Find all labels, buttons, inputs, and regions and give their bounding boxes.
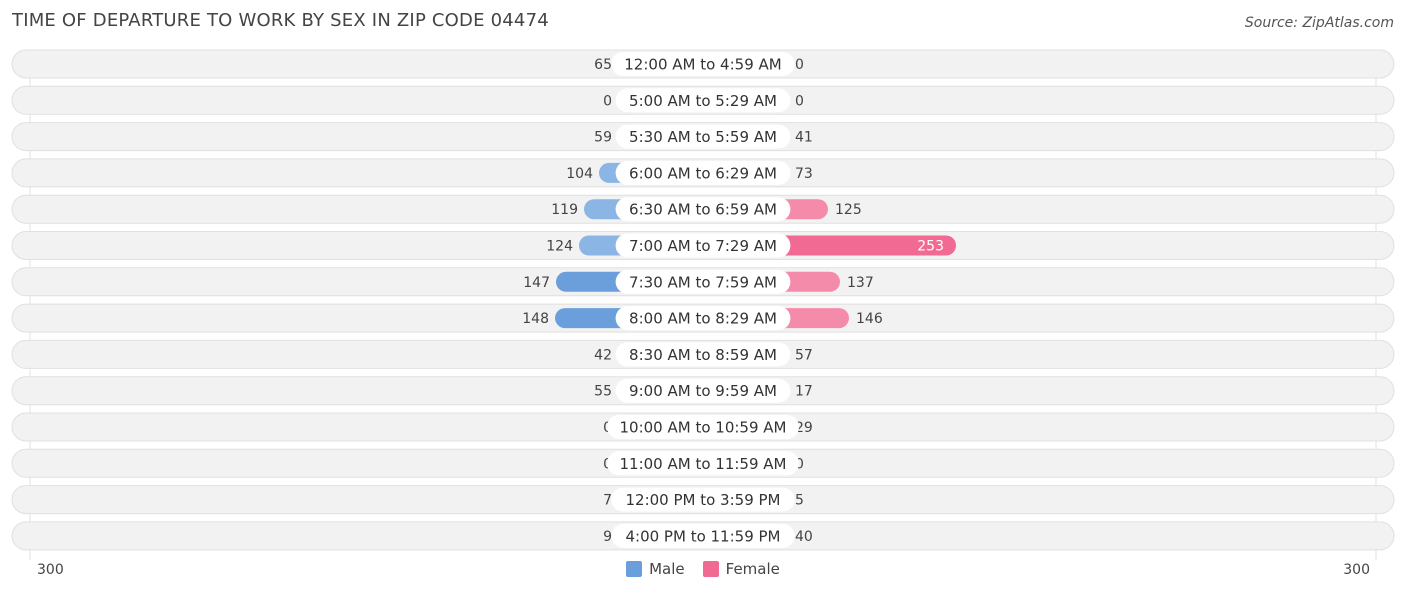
male-swatch xyxy=(626,561,643,577)
male-value-label: 55 xyxy=(594,384,612,400)
axis-left-label: 300 xyxy=(37,562,64,578)
female-value-label: 29 xyxy=(795,420,813,436)
male-value-label: 9 xyxy=(603,529,612,545)
category-label: 9:00 AM to 9:59 AM xyxy=(629,382,777,400)
male-value-label: 65 xyxy=(594,57,612,73)
legend-label-female: Female xyxy=(725,560,780,578)
female-swatch xyxy=(702,561,719,577)
category-label: 5:30 AM to 5:59 AM xyxy=(629,128,777,146)
axis-right-label: 300 xyxy=(1343,562,1370,578)
female-value-label: 146 xyxy=(856,311,883,327)
category-label: 7:00 AM to 7:29 AM xyxy=(629,237,777,255)
category-label: 6:30 AM to 6:59 AM xyxy=(629,201,777,219)
category-label-background xyxy=(607,415,799,439)
male-value-label: 42 xyxy=(594,347,612,363)
female-value-label: 73 xyxy=(795,166,813,182)
source-label: Source: ZipAtlas.com xyxy=(1244,15,1394,31)
category-label: 4:00 PM to 11:59 PM xyxy=(625,527,780,545)
female-value-label: 57 xyxy=(795,347,813,363)
category-label-background xyxy=(615,306,791,331)
male-value-label: 148 xyxy=(522,311,549,327)
category-label: 12:00 PM to 3:59 PM xyxy=(625,491,780,509)
female-value-label: 137 xyxy=(847,275,874,291)
category-label: 10:00 AM to 10:59 AM xyxy=(620,419,787,437)
female-value-label: 125 xyxy=(835,202,862,218)
chart-plot: 65 0 12:00 AM to 4:59 AM 0 0 5:00 AM to 5:29 … xyxy=(11,49,1395,560)
male-value-label: 7 xyxy=(603,493,612,509)
category-label: 8:30 AM to 8:59 AM xyxy=(629,346,777,364)
female-value-label: 0 xyxy=(795,456,804,472)
category-label-background xyxy=(611,523,795,548)
category-label: 11:00 AM to 11:59 AM xyxy=(620,455,787,473)
female-value-label: 5 xyxy=(795,493,804,509)
male-value-label: 147 xyxy=(523,275,550,291)
male-value-label: 0 xyxy=(603,93,612,109)
category-label: 6:00 AM to 6:29 AM xyxy=(629,164,777,182)
category-label-background xyxy=(615,269,791,294)
category-label-background xyxy=(615,378,791,403)
category-label: 8:00 AM to 8:29 AM xyxy=(629,310,777,328)
legend-item-male[interactable]: Male xyxy=(626,560,685,578)
category-label-background xyxy=(611,52,795,76)
female-value-label: 17 xyxy=(795,384,813,400)
legend-item-female[interactable]: Female xyxy=(702,560,780,578)
chart-title: TIME OF DEPARTURE TO WORK BY SEX IN ZIP … xyxy=(12,10,549,31)
category-label: 7:30 AM to 7:59 AM xyxy=(629,273,777,291)
female-value-label: 0 xyxy=(795,57,804,73)
male-value-label: 104 xyxy=(566,166,593,182)
legend: Male Female xyxy=(0,560,1406,578)
category-label-background xyxy=(607,451,799,476)
female-value-label: 253 xyxy=(917,239,944,255)
category-label: 5:00 AM to 5:29 AM xyxy=(629,92,777,110)
category-label: 12:00 AM to 4:59 AM xyxy=(624,56,781,74)
category-label-background xyxy=(615,160,791,185)
female-value-label: 0 xyxy=(795,93,804,109)
category-label-background xyxy=(615,342,791,367)
male-value-label: 124 xyxy=(546,239,573,255)
female-value-label: 40 xyxy=(795,529,813,545)
male-value-label: 59 xyxy=(594,130,612,146)
category-label-background xyxy=(615,124,791,149)
category-label-background xyxy=(615,88,791,113)
legend-label-male: Male xyxy=(649,560,685,578)
category-label-background xyxy=(615,197,791,222)
category-label-background xyxy=(611,487,795,512)
female-value-label: 41 xyxy=(795,130,813,146)
category-label-background xyxy=(615,233,791,258)
male-value-label: 119 xyxy=(551,202,578,218)
